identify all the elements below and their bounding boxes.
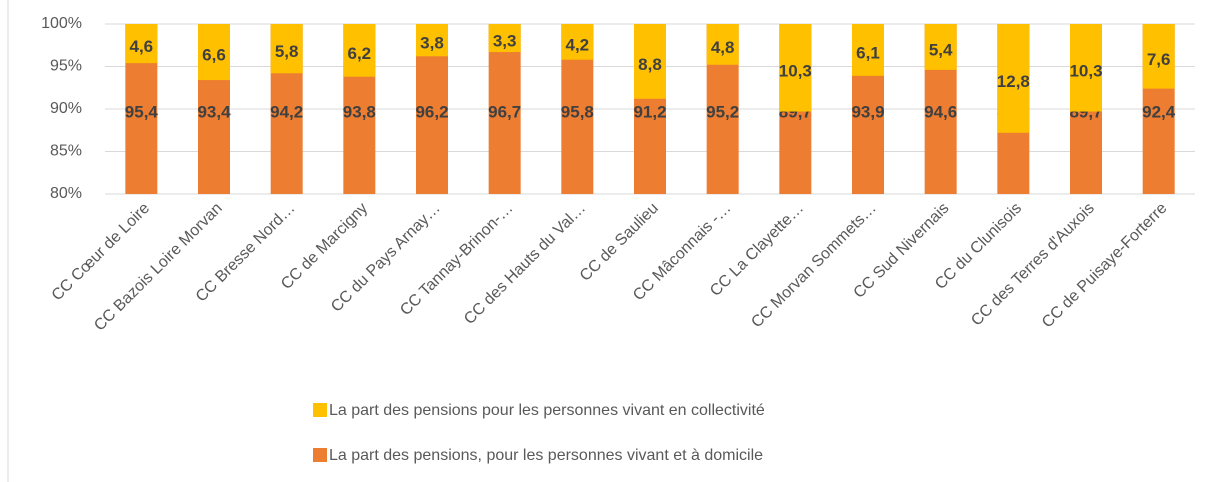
x-tick-label: CC des Hauts du Val… bbox=[461, 200, 589, 328]
value-label: 4,2 bbox=[566, 35, 590, 54]
bar-segment bbox=[997, 24, 1030, 133]
bar-segment bbox=[488, 24, 521, 53]
value-label: 12,8 bbox=[997, 72, 1030, 91]
bar-segment bbox=[343, 24, 376, 77]
legend-swatch bbox=[313, 403, 327, 417]
y-tick-label: 100% bbox=[41, 15, 82, 32]
bar-segment bbox=[125, 24, 158, 64]
bar-segment bbox=[270, 24, 303, 74]
bar-segment bbox=[634, 24, 666, 99]
value-label: 5,4 bbox=[929, 40, 953, 59]
value-label: 95,4 bbox=[125, 102, 159, 121]
value-label: 6,1 bbox=[856, 43, 880, 62]
y-tick-label: 85% bbox=[50, 143, 82, 160]
value-label: 91,2 bbox=[633, 102, 666, 121]
bar-segment bbox=[416, 24, 448, 57]
value-label: 94,2 bbox=[270, 102, 303, 121]
value-label: 5,8 bbox=[275, 42, 299, 61]
value-label: 95,2 bbox=[706, 102, 739, 121]
value-label: 3,3 bbox=[493, 32, 517, 51]
y-tick-label: 90% bbox=[50, 100, 82, 117]
value-label: 7,6 bbox=[1147, 50, 1171, 69]
bar-segment bbox=[198, 24, 230, 81]
x-tick-label: CC des Terres d'Auxois bbox=[968, 200, 1098, 330]
legend-label: La part des pensions, pour les personnes… bbox=[329, 447, 763, 464]
x-tick-label: CC de Puisaye-Forterre bbox=[1039, 200, 1171, 332]
value-label: 6,2 bbox=[348, 44, 372, 63]
value-label: 6,6 bbox=[202, 46, 226, 65]
legend-item: La part des pensions pour les personnes … bbox=[313, 402, 765, 419]
value-label: 92,4 bbox=[1142, 102, 1176, 121]
legend-label: La part des pensions pour les personnes … bbox=[329, 402, 765, 419]
y-tick-label: 80% bbox=[50, 185, 82, 202]
bar-segment bbox=[488, 24, 521, 194]
bar-segment bbox=[561, 24, 594, 60]
value-label: 94,6 bbox=[924, 102, 957, 121]
bar-segment bbox=[706, 24, 739, 65]
value-label: 93,8 bbox=[343, 102, 376, 121]
value-label: 96,2 bbox=[415, 102, 448, 121]
value-label: 96,7 bbox=[488, 102, 521, 121]
value-label: 4,8 bbox=[711, 38, 735, 57]
bar-segment bbox=[924, 24, 957, 70]
legend-swatch bbox=[313, 448, 327, 462]
value-label: 95,8 bbox=[561, 102, 594, 121]
value-label: 10,3 bbox=[1069, 61, 1102, 80]
bar-segment bbox=[779, 24, 812, 112]
value-label: 93,9 bbox=[851, 102, 884, 121]
value-label: 4,6 bbox=[130, 37, 154, 56]
bar-segment bbox=[1070, 24, 1102, 112]
bar-segment bbox=[852, 24, 884, 76]
legend-item: La part des pensions, pour les personnes… bbox=[313, 447, 763, 464]
value-label: 3,8 bbox=[420, 34, 444, 53]
x-tick-label: CC Bazois Loire Morvan bbox=[91, 200, 226, 335]
x-tick-label: CC Morvan Sommets… bbox=[748, 200, 879, 331]
y-tick-label: 95% bbox=[50, 58, 82, 75]
value-label: 10,3 bbox=[779, 61, 812, 80]
value-label: 8,8 bbox=[638, 55, 662, 74]
bar-segment bbox=[1142, 24, 1175, 89]
value-label: 93,4 bbox=[197, 102, 231, 121]
